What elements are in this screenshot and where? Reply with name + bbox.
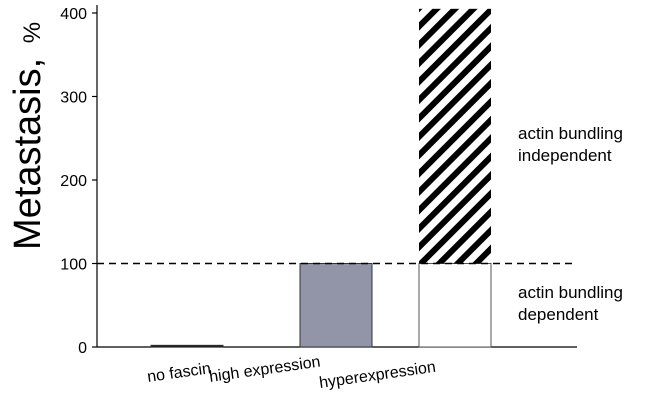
y-tick-label: 200 xyxy=(60,173,87,190)
x-tick-label: high expression xyxy=(208,354,321,386)
bar-segment-no-fascin xyxy=(150,344,224,348)
y-tick-label: 0 xyxy=(78,340,87,357)
annotation-line: dependent xyxy=(518,305,599,324)
bar-segment-hyperexpression xyxy=(418,263,492,348)
y-ticks: 0 100 200 300 400 xyxy=(60,6,97,357)
bars xyxy=(150,8,492,348)
y-tick-label: 400 xyxy=(60,6,87,23)
annotation-line: actin bundling xyxy=(518,283,623,302)
y-tick-label: 100 xyxy=(60,257,87,274)
annotations: actin bundling independent actin bundling d… xyxy=(518,124,623,324)
x-tick-label: hyperexpression xyxy=(318,359,437,392)
annotation-line: actin bundling xyxy=(518,124,623,143)
y-tick-label: 300 xyxy=(60,90,87,107)
bar-segment-high-expression xyxy=(299,263,373,348)
y-axis-label: Metastasis, % xyxy=(7,22,49,250)
annotation-line: independent xyxy=(518,146,612,165)
x-tick-label: no fascin xyxy=(146,360,212,386)
bar-segment-hyperexpression xyxy=(419,8,491,264)
y-axis-label-unit: % xyxy=(19,22,46,43)
y-axis-label-text: Metastasis, xyxy=(7,58,49,250)
